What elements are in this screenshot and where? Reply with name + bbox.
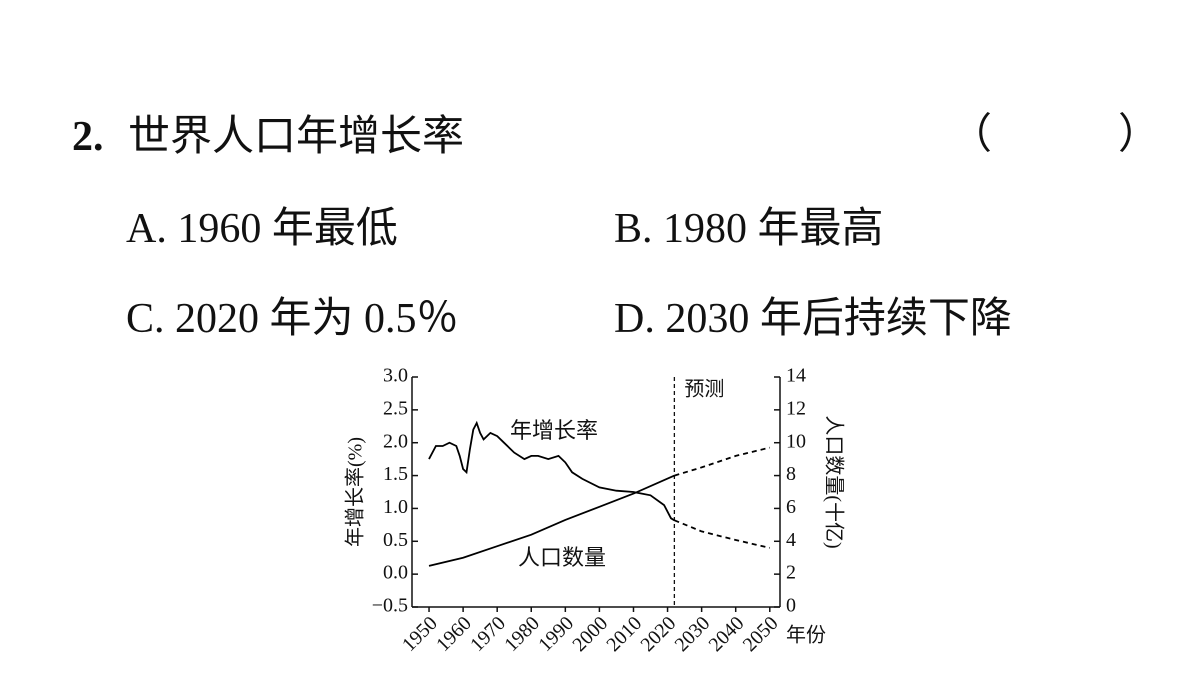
y-tick-label: 2.0 [383, 430, 408, 452]
forecast-label: 预测 [684, 378, 724, 401]
series-line [428, 420, 675, 522]
y2-tick-label: 0 [786, 595, 796, 617]
y-tick-label: 0.5 [383, 529, 408, 551]
option: C. 2020 年为 0.5％ [126, 295, 459, 342]
option: A. 1960 年最低 [126, 205, 398, 252]
y-tick-label: 2.5 [383, 397, 408, 419]
y2-axis-label: 人口数量(十亿) [822, 415, 845, 548]
series-label: 人口数量 [518, 545, 606, 570]
x-tick-label: 1970 [466, 612, 510, 656]
question-number: 2. [72, 114, 104, 160]
x-tick-label: 2030 [671, 612, 715, 656]
x-tick-label: 2040 [705, 612, 749, 656]
y-tick-label: 1.5 [383, 463, 408, 485]
x-axis-label: 年份 [786, 624, 826, 647]
series-label: 年增长率 [510, 418, 598, 443]
x-tick-label: 2050 [739, 612, 783, 656]
option: B. 1980 年最高 [614, 205, 884, 252]
option: D. 2030 年后持续下降 [614, 295, 1012, 342]
x-tick-label: 1960 [432, 612, 476, 656]
y-tick-label: −0.5 [372, 595, 408, 617]
series-line-forecast [674, 519, 771, 549]
chart: −0.5 0.0 0.5 1.0 1.5 2.0 2.5 3.0 0 2 4 6 8 10 12 14 1950… [344, 365, 846, 656]
x-tick-label: 2020 [636, 612, 680, 656]
question-stem: 世界人口年增长率 [128, 113, 464, 160]
x-tick-label: 1950 [398, 612, 442, 656]
y2-tick-label: 12 [786, 397, 806, 419]
y2-tick-label: 6 [786, 496, 796, 518]
y-tick-label: 3.0 [383, 365, 408, 387]
y-axis-label: 年增长率(%) [344, 437, 367, 547]
y2-tick-label: 2 [786, 562, 796, 584]
y-tick-label: 1.0 [383, 496, 408, 518]
series-line-forecast [674, 446, 771, 477]
x-tick-label: 2000 [568, 612, 612, 656]
y2-tick-label: 14 [786, 365, 806, 387]
x-tick-label: 1990 [534, 612, 578, 656]
y2-tick-label: 10 [786, 430, 806, 452]
series-line [428, 474, 675, 567]
y-tick-label: 0.0 [383, 562, 408, 584]
x-tick-label: 2010 [602, 612, 646, 656]
y2-tick-label: 4 [786, 529, 796, 551]
x-tick-label: 1980 [500, 612, 544, 656]
answer-blank: （ ） [950, 112, 1160, 158]
y2-tick-label: 8 [786, 463, 796, 485]
